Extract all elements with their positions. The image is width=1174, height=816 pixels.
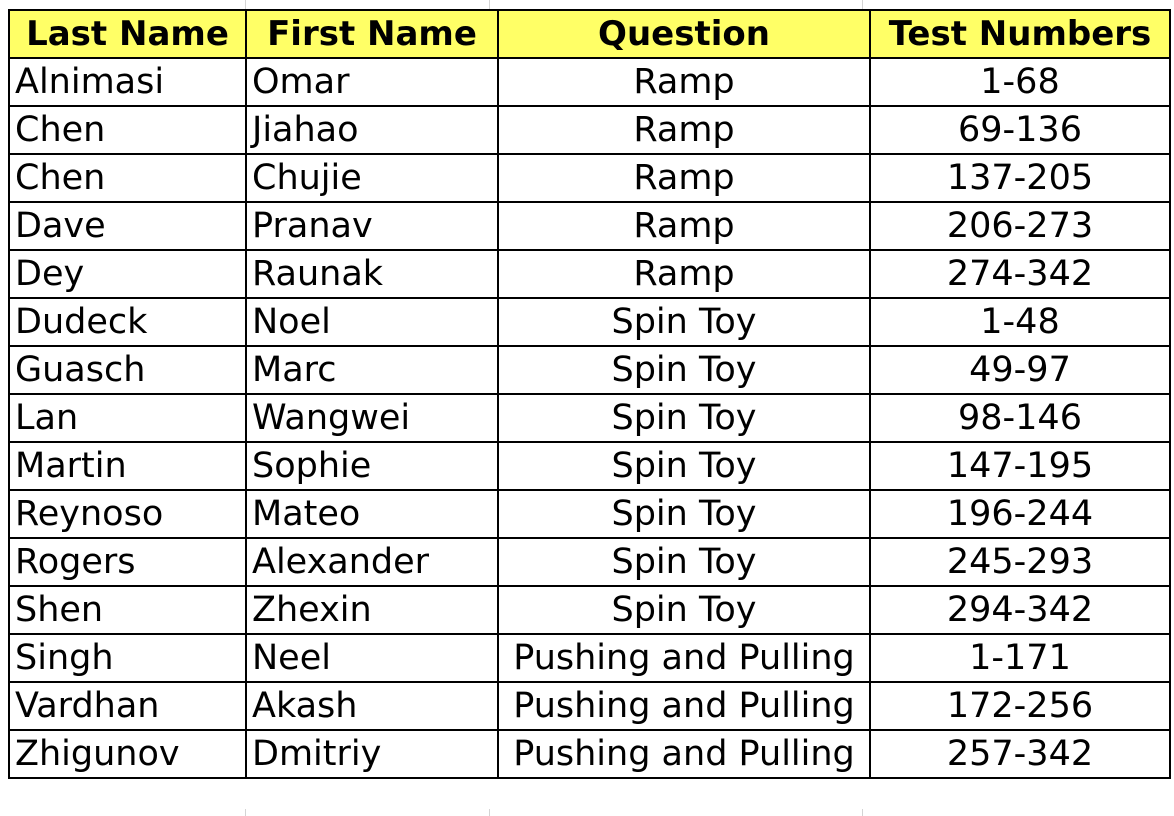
- cell-last-name[interactable]: Singh: [8, 633, 247, 683]
- cell-test-numbers[interactable]: 49-97: [869, 345, 1171, 395]
- cell-test-numbers[interactable]: 245-293: [869, 537, 1171, 587]
- table-row: Alnimasi Omar Ramp 1-68: [8, 57, 1171, 107]
- cell-question[interactable]: Ramp: [497, 153, 871, 203]
- cell-test-numbers[interactable]: 1-171: [869, 633, 1171, 683]
- cell-question[interactable]: Spin Toy: [497, 441, 871, 491]
- cell-question[interactable]: Ramp: [497, 201, 871, 251]
- cell-test-numbers[interactable]: 257-342: [869, 729, 1171, 779]
- cell-first-name[interactable]: Noel: [245, 297, 499, 347]
- table-row: Vardhan Akash Pushing and Pulling 172-256: [8, 681, 1171, 731]
- cell-first-name[interactable]: Raunak: [245, 249, 499, 299]
- table-row: Dey Raunak Ramp 274-342: [8, 249, 1171, 299]
- cell-first-name[interactable]: Pranav: [245, 201, 499, 251]
- header-row: Last Name First Name Question Test Numbe…: [8, 9, 1171, 59]
- header-question[interactable]: Question: [497, 9, 871, 59]
- header-last-name[interactable]: Last Name: [8, 9, 247, 59]
- cell-question[interactable]: Spin Toy: [497, 297, 871, 347]
- header-first-name[interactable]: First Name: [245, 9, 499, 59]
- cell-test-numbers[interactable]: 147-195: [869, 441, 1171, 491]
- cell-last-name[interactable]: Zhigunov: [8, 729, 247, 779]
- cell-last-name[interactable]: Dave: [8, 201, 247, 251]
- table-row: Chen Chujie Ramp 137-205: [8, 153, 1171, 203]
- column-gridlines-top: [0, 0, 1174, 9]
- cell-question[interactable]: Pushing and Pulling: [497, 681, 871, 731]
- table-row: Martin Sophie Spin Toy 147-195: [8, 441, 1171, 491]
- cell-test-numbers[interactable]: 1-48: [869, 297, 1171, 347]
- cell-test-numbers[interactable]: 274-342: [869, 249, 1171, 299]
- cell-first-name[interactable]: Omar: [245, 57, 499, 107]
- cell-first-name[interactable]: Akash: [245, 681, 499, 731]
- cell-question[interactable]: Ramp: [497, 249, 871, 299]
- cell-first-name[interactable]: Chujie: [245, 153, 499, 203]
- cell-test-numbers[interactable]: 196-244: [869, 489, 1171, 539]
- cell-test-numbers[interactable]: 137-205: [869, 153, 1171, 203]
- cell-test-numbers[interactable]: 172-256: [869, 681, 1171, 731]
- cell-first-name[interactable]: Dmitriy: [245, 729, 499, 779]
- cell-first-name[interactable]: Mateo: [245, 489, 499, 539]
- cell-first-name[interactable]: Jiahao: [245, 105, 499, 155]
- cell-last-name[interactable]: Guasch: [8, 345, 247, 395]
- cell-first-name[interactable]: Zhexin: [245, 585, 499, 635]
- table-row: Chen Jiahao Ramp 69-136: [8, 105, 1171, 155]
- cell-last-name[interactable]: Vardhan: [8, 681, 247, 731]
- cell-test-numbers[interactable]: 1-68: [869, 57, 1171, 107]
- cell-last-name[interactable]: Lan: [8, 393, 247, 443]
- cell-first-name[interactable]: Marc: [245, 345, 499, 395]
- cell-first-name[interactable]: Sophie: [245, 441, 499, 491]
- cell-question[interactable]: Spin Toy: [497, 345, 871, 395]
- table-row: Dudeck Noel Spin Toy 1-48: [8, 297, 1171, 347]
- table-row: Zhigunov Dmitriy Pushing and Pulling 257-34…: [8, 729, 1171, 779]
- cell-question[interactable]: Spin Toy: [497, 393, 871, 443]
- table-row: Reynoso Mateo Spin Toy 196-244: [8, 489, 1171, 539]
- cell-last-name[interactable]: Rogers: [8, 537, 247, 587]
- table-row: Shen Zhexin Spin Toy 294-342: [8, 585, 1171, 635]
- cell-question[interactable]: Pushing and Pulling: [497, 633, 871, 683]
- cell-question[interactable]: Spin Toy: [497, 489, 871, 539]
- cell-question[interactable]: Spin Toy: [497, 585, 871, 635]
- assignment-table: Last Name First Name Question Test Numbe…: [8, 9, 1171, 779]
- cell-question[interactable]: Ramp: [497, 105, 871, 155]
- cell-question[interactable]: Pushing and Pulling: [497, 729, 871, 779]
- cell-question[interactable]: Ramp: [497, 57, 871, 107]
- table-row: Rogers Alexander Spin Toy 245-293: [8, 537, 1171, 587]
- table-row: Guasch Marc Spin Toy 49-97: [8, 345, 1171, 395]
- table-row: Dave Pranav Ramp 206-273: [8, 201, 1171, 251]
- cell-first-name[interactable]: Neel: [245, 633, 499, 683]
- cell-first-name[interactable]: Wangwei: [245, 393, 499, 443]
- cell-question[interactable]: Spin Toy: [497, 537, 871, 587]
- cell-test-numbers[interactable]: 69-136: [869, 105, 1171, 155]
- cell-last-name[interactable]: Martin: [8, 441, 247, 491]
- column-gridlines-bottom: [0, 809, 1174, 816]
- cell-last-name[interactable]: Chen: [8, 105, 247, 155]
- table-row: Singh Neel Pushing and Pulling 1-171: [8, 633, 1171, 683]
- header-test-numbers[interactable]: Test Numbers: [869, 9, 1171, 59]
- cell-test-numbers[interactable]: 206-273: [869, 201, 1171, 251]
- cell-last-name[interactable]: Dudeck: [8, 297, 247, 347]
- cell-first-name[interactable]: Alexander: [245, 537, 499, 587]
- cell-last-name[interactable]: Chen: [8, 153, 247, 203]
- cell-test-numbers[interactable]: 294-342: [869, 585, 1171, 635]
- table-body: Alnimasi Omar Ramp 1-68 Chen Jiahao Ramp 69-136…: [8, 57, 1171, 779]
- cell-test-numbers[interactable]: 98-146: [869, 393, 1171, 443]
- table-row: Lan Wangwei Spin Toy 98-146: [8, 393, 1171, 443]
- cell-last-name[interactable]: Shen: [8, 585, 247, 635]
- cell-last-name[interactable]: Alnimasi: [8, 57, 247, 107]
- cell-last-name[interactable]: Dey: [8, 249, 247, 299]
- cell-last-name[interactable]: Reynoso: [8, 489, 247, 539]
